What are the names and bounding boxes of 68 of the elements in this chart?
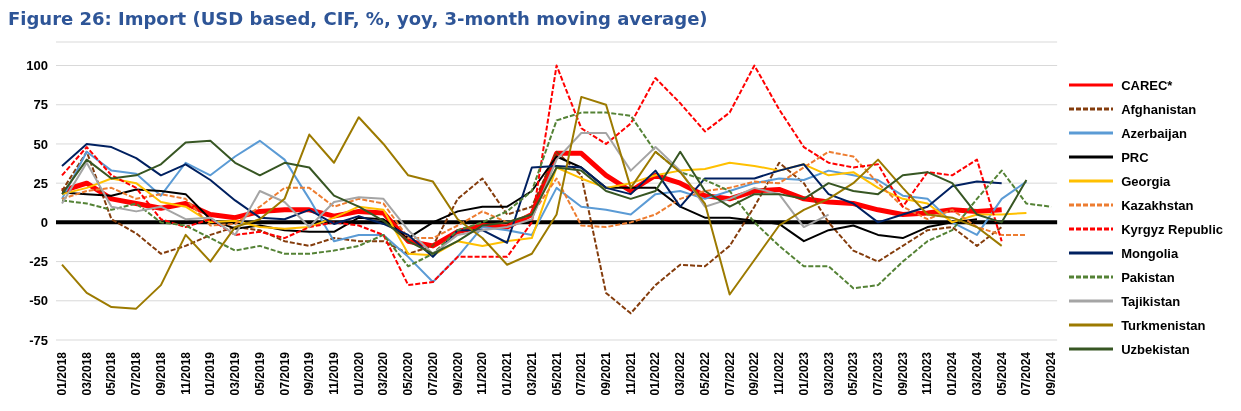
x-tick-label: 01/2024: [945, 351, 960, 396]
x-tick-label: 05/2020: [401, 351, 416, 396]
x-tick-label: 11/2019: [327, 351, 342, 395]
legend-label: CAREC*: [1121, 77, 1173, 93]
x-tick-label: 03/2020: [376, 351, 391, 396]
x-tick-label: 07/2024: [1019, 351, 1034, 396]
y-tick-label: 75: [33, 97, 48, 113]
x-tick-label: 03/2018: [79, 351, 94, 396]
x-tick-label: 09/2023: [895, 351, 910, 396]
x-tick-label: 11/2022: [772, 351, 787, 395]
x-tick-label: 03/2021: [524, 351, 539, 396]
line-series: [61, 95, 1003, 310]
x-tick-label: 07/2020: [425, 351, 440, 396]
legend-label: Pakistan: [1121, 269, 1175, 285]
line-series: [61, 139, 1028, 283]
y-tick-label: 25: [33, 175, 48, 191]
x-tick-label: 09/2021: [599, 351, 614, 396]
line-series: [61, 64, 1003, 287]
line-series: [61, 131, 830, 255]
y-tick-label: -75: [29, 332, 48, 348]
x-tick-label: 03/2019: [228, 351, 243, 396]
x-tick-label: 09/2019: [302, 351, 317, 396]
legend-label: Georgia: [1121, 173, 1171, 189]
x-tick-label: 09/2020: [450, 351, 465, 396]
x-tick-label: 07/2022: [722, 351, 737, 396]
x-tick-label: 05/2019: [252, 351, 267, 396]
x-tick-label: 01/2020: [351, 351, 366, 396]
x-tick-label: 11/2023: [920, 351, 935, 395]
legend-label: Afghanistan: [1121, 101, 1197, 117]
legend-label: Kyrgyz Republic: [1121, 221, 1223, 237]
x-tick-label: 11/2018: [178, 351, 193, 395]
legend-label: Mongolia: [1121, 245, 1179, 261]
y-tick-label: 0: [40, 214, 48, 230]
x-tick-label: 03/2023: [821, 351, 836, 396]
x-tick-label: 05/2024: [994, 351, 1009, 396]
legend-label: Uzbekistan: [1121, 341, 1190, 357]
x-tick-label: 07/2018: [129, 351, 144, 396]
x-tick-label: 09/2018: [153, 351, 168, 396]
x-tick-label: 05/2023: [846, 351, 861, 396]
legend-label: Tajikistan: [1121, 293, 1181, 309]
legend-label: Turkmenistan: [1121, 317, 1206, 333]
legend-label: Kazakhstan: [1121, 197, 1194, 213]
x-tick-label: 01/2023: [796, 351, 811, 396]
y-tick-label: 100: [26, 58, 48, 74]
legend-label: Azerbaijan: [1121, 125, 1187, 141]
x-tick-label: 03/2022: [673, 351, 688, 396]
x-tick-label: 11/2021: [623, 351, 638, 395]
legend-label: PRC: [1121, 149, 1149, 165]
x-tick-label: 01/2018: [55, 351, 69, 396]
y-tick-label: 50: [33, 136, 48, 152]
x-tick-label: 07/2021: [574, 351, 589, 396]
x-tick-label: 09/2024: [1044, 351, 1059, 396]
x-tick-label: 01/2021: [500, 351, 515, 396]
x-tick-label: 09/2022: [747, 351, 762, 396]
x-tick-label: 11/2020: [475, 351, 490, 395]
chart-title: Figure 26: Import (USD based, CIF, %, yoy, 3-month moving average): [8, 8, 709, 31]
x-tick-label: 05/2022: [697, 351, 712, 396]
x-tick-label: 05/2018: [104, 351, 119, 396]
x-tick-label: 07/2019: [277, 351, 292, 396]
x-tick-label: 01/2022: [648, 351, 663, 396]
y-tick-label: -50: [29, 293, 48, 309]
x-tick-label: 03/2024: [969, 351, 984, 396]
x-tick-label: 01/2019: [203, 351, 218, 396]
x-tick-label: 07/2023: [871, 351, 886, 396]
line-series: [61, 150, 1003, 315]
line-series: [61, 161, 1028, 257]
y-tick-label: -25: [29, 254, 48, 270]
x-tick-label: 05/2021: [549, 351, 564, 396]
